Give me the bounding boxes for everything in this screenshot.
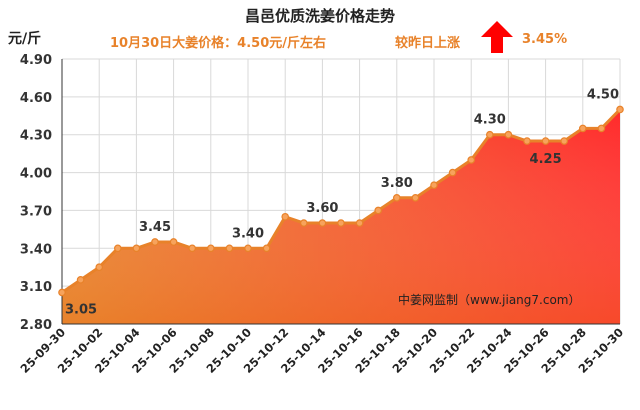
up-arrow-icon	[481, 21, 513, 53]
data-label: 4.30	[474, 113, 506, 128]
y-tick-label: 4.60	[20, 91, 52, 106]
data-point	[560, 137, 569, 145]
data-point	[318, 219, 327, 227]
data-label: 3.80	[381, 176, 413, 191]
data-label: 4.50	[587, 87, 619, 102]
x-axis-ticks: 25-09-3025-10-0225-10-0425-10-0625-10-08…	[18, 325, 627, 376]
data-point	[541, 137, 550, 145]
data-point	[188, 244, 197, 253]
data-point	[485, 130, 494, 139]
data-point	[299, 219, 308, 227]
point-layer	[58, 105, 624, 297]
y-axis-ticks: 2.80 3.10 3.40 3.70 4.00 4.30 4.60 4.90	[20, 53, 52, 333]
y-tick-label: 2.80	[20, 318, 52, 333]
data-point	[504, 130, 513, 139]
axis-layer	[61, 59, 620, 325]
data-label: 3.40	[232, 226, 264, 241]
area-layer	[62, 109, 620, 324]
data-point	[225, 244, 234, 253]
data-point	[337, 219, 345, 227]
data-point	[467, 156, 476, 164]
data-point	[207, 244, 215, 253]
data-point	[374, 206, 383, 215]
data-point	[58, 288, 66, 297]
data-point	[114, 244, 122, 253]
change-percent: 3.45%	[522, 32, 568, 47]
data-label: 3.60	[306, 201, 338, 216]
data-point	[169, 238, 178, 246]
y-tick-label: 3.40	[20, 242, 52, 257]
y-axis-unit: 元/斤	[8, 31, 42, 47]
y-tick-label: 4.00	[20, 167, 52, 182]
compare-label: 较昨日上涨	[395, 36, 461, 51]
data-point	[244, 244, 252, 253]
label-layer: 3.05 3.45 3.40 3.60 3.80 4.30 4.25 4.50	[65, 87, 619, 317]
data-point	[392, 194, 401, 202]
data-point	[578, 124, 587, 133]
data-point	[95, 263, 104, 272]
data-point	[430, 181, 438, 189]
y-tick-label: 4.90	[20, 53, 52, 68]
data-point	[616, 105, 624, 114]
data-point	[523, 137, 531, 145]
y-tick-label: 3.10	[20, 280, 52, 295]
y-tick-label: 4.30	[20, 129, 52, 144]
y-tick-label: 3.70	[20, 204, 52, 219]
data-point	[355, 219, 364, 227]
data-label: 3.45	[139, 220, 171, 235]
data-point	[448, 168, 457, 177]
watermark: 中姜网监制（www.jiang7.com）	[398, 293, 581, 307]
data-point	[262, 244, 271, 253]
data-label: 3.05	[65, 302, 97, 317]
data-point	[597, 124, 606, 133]
data-point	[132, 244, 141, 253]
data-point	[281, 212, 290, 221]
price-area-shade	[62, 109, 620, 324]
data-point	[411, 194, 420, 202]
data-label: 4.25	[530, 152, 562, 167]
chart-subtitle: 10月30日大姜价格：4.50元/斤左右	[110, 36, 327, 51]
chart-title: 昌邑优质洗姜价格走势	[244, 7, 395, 25]
data-point	[76, 276, 85, 284]
data-point	[151, 238, 159, 246]
